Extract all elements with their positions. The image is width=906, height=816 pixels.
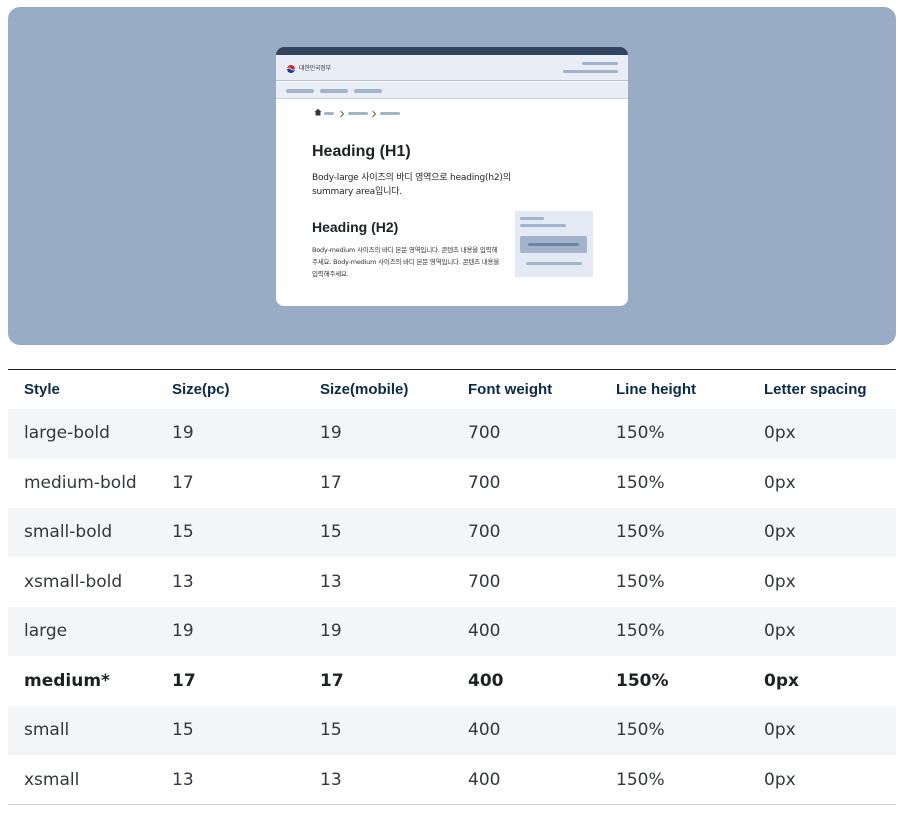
page-mockup-card: 대한민국정부 Heading (H1) Body-large 사이즈의 바디 영… [276, 47, 628, 306]
cell-size-mobile: 15 [304, 507, 452, 557]
cell-line-height: 150% [616, 769, 665, 790]
table-row: small 15 15 400 150% 0px [8, 705, 896, 755]
cell-size-mobile: 13 [320, 769, 342, 790]
mockup-top-bar [276, 47, 628, 55]
cell-letter-spacing: 0px [764, 571, 796, 592]
column-header-size-mobile: Size(mobile) [320, 380, 409, 398]
cell-font-weight: 700 [468, 571, 501, 592]
cell-size-pc: 19 [156, 606, 304, 656]
cell-style: small-bold [8, 507, 156, 557]
cell-letter-spacing: 0px [748, 507, 896, 557]
preview-panel: 대한민국정부 Heading (H1) Body-large 사이즈의 바디 영… [8, 7, 896, 345]
cell-size-pc: 13 [172, 571, 194, 592]
cell-size-pc: 15 [156, 507, 304, 557]
table-row: large 19 19 400 150% 0px [8, 606, 896, 656]
cell-size-mobile: 13 [320, 571, 342, 592]
cell-size-pc: 15 [156, 705, 304, 755]
sidebar-line-placeholder [526, 262, 582, 265]
table-row: large-bold 19 19 700 150% 0px [8, 408, 896, 458]
sample-heading-h1: Heading (H1) [312, 143, 411, 160]
cell-letter-spacing: 0px [748, 408, 896, 458]
home-icon [314, 108, 322, 116]
cell-line-height: 150% [616, 571, 665, 592]
cell-size-mobile: 19 [304, 606, 452, 656]
cell-line-height: 150% [616, 670, 669, 691]
cell-font-weight: 700 [452, 507, 600, 557]
cell-size-pc: 13 [172, 769, 194, 790]
sample-body-medium: Body-medium 사이즈의 바디 본문 영역입니다. 콘텐츠 내용을 입력… [312, 246, 500, 278]
breadcrumb-placeholder [348, 112, 368, 115]
cell-style: medium* [24, 670, 110, 691]
cell-style: small [8, 705, 156, 755]
cell-font-weight: 400 [468, 670, 504, 691]
column-header-size-pc: Size(pc) [172, 380, 230, 398]
gov-logo-icon [286, 65, 296, 73]
sidebar-box-placeholder [515, 211, 593, 277]
nav-item-placeholder [286, 89, 314, 93]
header-utility-placeholder [563, 70, 618, 73]
cell-size-mobile: 17 [320, 472, 342, 493]
nav-item-placeholder [354, 89, 382, 93]
column-header-font-weight: Font weight [468, 380, 553, 398]
nav-item-placeholder [320, 89, 348, 93]
cell-letter-spacing: 0px [764, 769, 796, 790]
cell-style: xsmall [24, 769, 80, 790]
sidebar-line-placeholder [520, 224, 566, 227]
sample-heading-h2: Heading (H2) [312, 219, 399, 235]
cell-size-pc: 17 [172, 472, 194, 493]
cell-letter-spacing: 0px [748, 705, 896, 755]
cell-size-mobile: 19 [304, 408, 452, 458]
cell-font-weight: 700 [452, 408, 600, 458]
cell-font-weight: 400 [452, 606, 600, 656]
cell-letter-spacing: 0px [764, 472, 796, 493]
cell-letter-spacing: 0px [748, 606, 896, 656]
sidebar-line-placeholder [520, 217, 544, 220]
column-header-line-height: Line height [616, 380, 696, 398]
cell-size-mobile: 15 [304, 705, 452, 755]
cell-line-height: 150% [600, 705, 748, 755]
breadcrumb-placeholder [324, 112, 334, 115]
cell-font-weight: 400 [468, 769, 501, 790]
cell-line-height: 150% [600, 606, 748, 656]
column-header-letter-spacing: Letter spacing [764, 380, 867, 398]
table-row: small-bold 15 15 700 150% 0px [8, 507, 896, 557]
table-row: xsmall-bold 13 13 700 150% 0px [8, 557, 896, 607]
cell-size-pc: 19 [156, 408, 304, 458]
column-header-style: Style [24, 380, 60, 398]
chevron-right-icon [372, 110, 377, 118]
cell-style: large-bold [8, 408, 156, 458]
mockup-nav [276, 82, 628, 99]
sample-body-large: Body-large 사이즈의 바디 영역으로 heading(h2)의 sum… [312, 173, 511, 197]
cell-style: medium-bold [24, 472, 137, 493]
cell-style: xsmall-bold [24, 571, 123, 592]
table-row: xsmall 13 13 400 150% 0px [8, 755, 896, 805]
sidebar-button-label-placeholder [528, 243, 579, 246]
cell-font-weight: 700 [468, 472, 501, 493]
typography-spec-table: Style Size(pc) Size(mobile) Font weight … [8, 369, 896, 805]
chevron-right-icon [340, 110, 345, 118]
cell-style: large [8, 606, 156, 656]
breadcrumb-placeholder [380, 112, 400, 115]
sidebar-button-placeholder [520, 236, 587, 253]
cell-line-height: 150% [616, 472, 665, 493]
cell-line-height: 150% [600, 507, 748, 557]
cell-font-weight: 400 [452, 705, 600, 755]
cell-line-height: 150% [600, 408, 748, 458]
table-row: medium-bold 17 17 700 150% 0px [8, 458, 896, 508]
table-header-row: Style Size(pc) Size(mobile) Font weight … [8, 370, 896, 409]
cell-size-mobile: 17 [320, 670, 344, 691]
cell-letter-spacing: 0px [764, 670, 799, 691]
table-row: medium* 17 17 400 150% 0px [8, 656, 896, 706]
header-utility-placeholder [582, 62, 618, 65]
mockup-header: 대한민국정부 [276, 55, 628, 81]
gov-name: 대한민국정부 [299, 65, 331, 72]
cell-size-pc: 17 [172, 670, 196, 691]
